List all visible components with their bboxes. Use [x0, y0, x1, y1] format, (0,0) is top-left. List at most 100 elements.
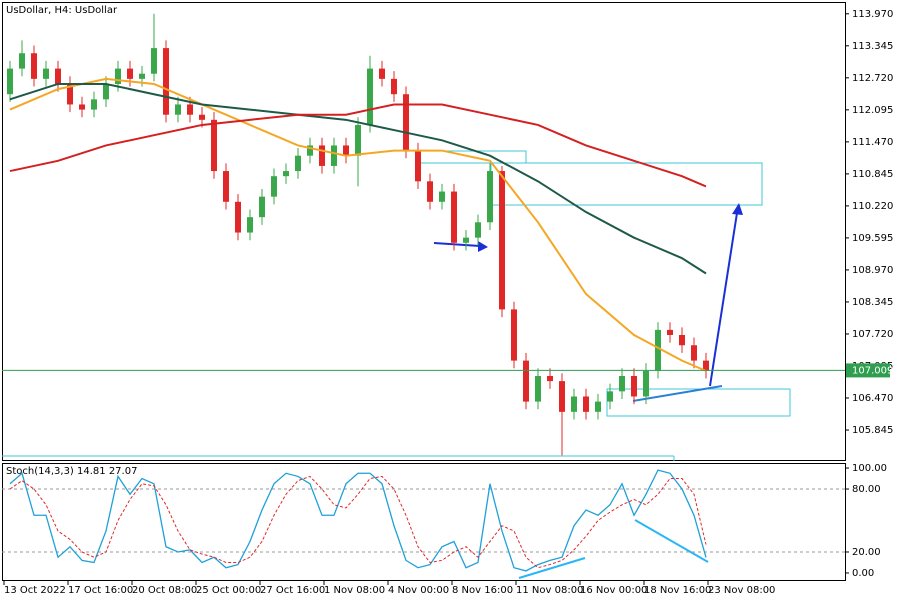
candle-body	[391, 78, 397, 95]
candle-body	[703, 360, 709, 371]
candle-body	[235, 201, 241, 233]
candle-body	[523, 360, 529, 402]
candle-body	[679, 334, 685, 346]
candle-body	[67, 83, 73, 105]
x-tick-label: 23 Nov 08:00	[708, 585, 775, 596]
candle-body	[535, 375, 541, 402]
candle-body	[307, 145, 313, 156]
candle-body	[79, 104, 85, 110]
x-tick-label: 25 Oct 00:00	[196, 585, 261, 596]
candle-body	[223, 171, 229, 202]
candle-body	[367, 68, 373, 125]
moving-average	[9, 82, 707, 275]
y-tick-label: 108.970	[852, 265, 893, 276]
main-frame	[2, 2, 846, 461]
y-tick-label: 110.845	[852, 169, 893, 180]
arrow-head	[478, 241, 488, 252]
moving-average	[9, 77, 707, 372]
candle-body	[607, 391, 613, 402]
candle-body	[667, 329, 673, 335]
current-price-label: 107.009	[852, 365, 893, 376]
candle-body	[403, 94, 409, 151]
y-tick-label: 100.00	[852, 463, 887, 474]
stoch-signal	[9, 475, 707, 569]
candle-body	[343, 145, 349, 156]
candle-body	[655, 329, 661, 371]
candle-body	[31, 53, 37, 79]
candle-body	[259, 196, 265, 218]
candle-body	[331, 145, 337, 166]
candle-body	[451, 191, 457, 243]
candle-body	[643, 370, 649, 397]
candle-body	[151, 48, 157, 74]
y-tick-label: 109.595	[852, 233, 893, 244]
candle-body	[631, 375, 637, 397]
y-tick-label: 108.345	[852, 297, 893, 308]
candle-body	[139, 73, 145, 79]
stoch-title: Stoch(14,3,3) 14.81 27.07	[6, 466, 137, 477]
chart-title: UsDollar, H4: UsDollar	[6, 5, 118, 16]
y-tick-label: 80.00	[852, 484, 881, 495]
trend-line	[634, 519, 709, 563]
y-tick-label: 107.720	[852, 329, 893, 340]
candle-body	[175, 104, 181, 115]
y-tick-label: 112.095	[852, 105, 893, 116]
x-tick-label: 11 Nov 08:00	[516, 585, 583, 596]
candle-body	[7, 68, 13, 95]
candle-body	[103, 83, 109, 100]
candle-body	[691, 345, 697, 361]
candle-body	[595, 401, 601, 412]
trend-line	[518, 557, 586, 579]
candle-body	[271, 176, 277, 197]
candle-body	[379, 68, 385, 79]
candle-body	[559, 381, 565, 412]
candle-body	[355, 124, 361, 156]
x-tick-label: 18 Nov 16:00	[644, 585, 711, 596]
candle-body	[319, 145, 325, 166]
x-tick-label: 16 Nov 00:00	[580, 585, 647, 596]
candle-body	[127, 68, 133, 79]
arrow-head	[732, 203, 743, 215]
y-tick-label: 112.720	[852, 73, 893, 84]
candle-body	[427, 181, 433, 202]
candle-body	[163, 48, 169, 115]
candle-body	[295, 155, 301, 172]
x-tick-label: 8 Nov 16:00	[452, 585, 513, 596]
x-tick-label: 27 Oct 16:00	[260, 585, 325, 596]
y-tick-label: 113.345	[852, 41, 893, 52]
current-price-box	[846, 363, 890, 378]
stoch-main	[9, 469, 707, 572]
y-tick-label: 111.470	[852, 137, 893, 148]
arrow	[709, 212, 738, 387]
arrows	[433, 203, 743, 402]
stoch-lines	[518, 519, 709, 579]
y-tick-label: 113.970	[852, 9, 893, 20]
candle-body	[439, 191, 445, 202]
y-tick-label: 105.845	[852, 425, 893, 436]
arrow	[433, 242, 481, 247]
candle-body	[619, 375, 625, 392]
candle-body	[547, 375, 553, 382]
candle-body	[463, 237, 469, 243]
candle-body	[115, 68, 121, 84]
x-tick-label: 4 Nov 00:00	[388, 585, 449, 596]
y-tick-label: 106.470	[852, 393, 893, 404]
candle-body	[55, 68, 61, 84]
y-tick-label: 20.00	[852, 547, 881, 558]
x-tick-label: 13 Oct 2022	[4, 585, 66, 596]
x-tick-label: 1 Nov 08:00	[324, 585, 385, 596]
candle-body	[19, 53, 25, 69]
moving-average	[9, 103, 707, 188]
candle-body	[187, 104, 193, 115]
stoch-frame	[2, 463, 846, 581]
trend-line	[632, 385, 723, 402]
candle-body	[199, 114, 205, 120]
candle-body	[415, 150, 421, 182]
candle-body	[475, 222, 481, 238]
candle-body	[91, 99, 97, 110]
y-tick-label: 110.220	[852, 201, 893, 212]
y-tick-label: 0.00	[852, 568, 874, 579]
